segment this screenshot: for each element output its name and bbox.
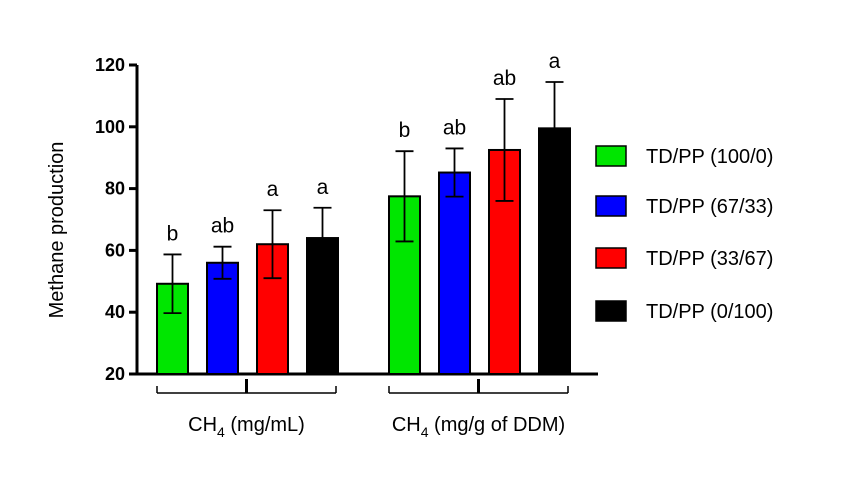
y-axis-title: Methane production [46, 142, 68, 319]
legend-label: TD/PP (0/100) [646, 301, 773, 323]
bar [256, 243, 289, 375]
significance-label: b [167, 222, 179, 245]
y-tick-label: 60 [105, 240, 125, 260]
group-label: CH4 (mg/g of DDM) [392, 414, 565, 440]
significance-label: ab [443, 116, 466, 139]
significance-label: a [267, 178, 279, 201]
legend-label: TD/PP (67/33) [646, 196, 773, 218]
legend-swatch [595, 195, 627, 217]
legend-label: TD/PP (100/0) [646, 146, 773, 168]
y-tick-label: 100 [95, 117, 125, 137]
y-tick-label: 20 [105, 364, 125, 384]
plot-area: 20 40 60 80 100 120 b b ab ab a ab a a [95, 50, 598, 384]
significance-label: b [399, 119, 411, 142]
bar [206, 261, 239, 376]
significance-label: ab [493, 67, 516, 90]
legend-swatch [595, 247, 627, 269]
y-tick-label: 80 [105, 179, 125, 199]
bar [438, 171, 471, 375]
legend-label: TD/PP (33/67) [646, 248, 773, 270]
y-tick-label: 40 [105, 302, 125, 322]
group-label: CH4 (mg/mL) [188, 414, 305, 440]
group-labels: CH4 (mg/mL) CH4 (mg/g of DDM) [156, 379, 569, 440]
significance-label: a [317, 176, 329, 199]
y-tick-label: 120 [95, 55, 125, 75]
legend: TD/PP (100/0) TD/PP (67/33) TD/PP (33/67) T… [595, 145, 773, 323]
bar [488, 148, 521, 375]
significance-label: a [549, 50, 561, 73]
significance-label: ab [211, 215, 234, 238]
legend-swatch [595, 145, 627, 167]
legend-swatch [595, 300, 627, 322]
